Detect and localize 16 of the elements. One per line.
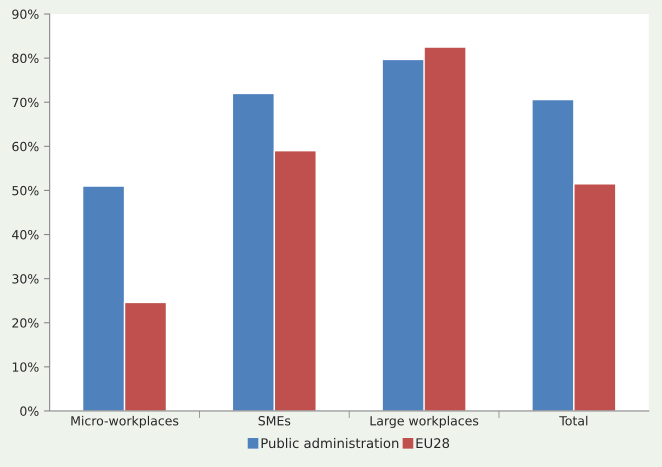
y-tick-label: 50% [12, 186, 39, 196]
y-tick-label: 70% [12, 98, 39, 108]
y-tick-label: 40% [12, 230, 39, 240]
x-tick-label: Large workplaces [370, 416, 478, 428]
y-tick-label: 0% [20, 406, 39, 416]
legend-label: EU28 [416, 438, 450, 448]
x-tick-label: Total [559, 416, 588, 426]
x-tick-label: Micro-workplaces [71, 416, 178, 428]
legend-label: Public administration [262, 438, 398, 448]
x-tick-label: SMEs [258, 416, 290, 426]
y-tick-label: 20% [12, 318, 39, 328]
y-tick-label: 30% [12, 274, 39, 284]
y-tick-label: 60% [12, 142, 39, 152]
y-tick-label: 90% [12, 9, 39, 19]
y-tick-label: 80% [12, 54, 39, 64]
y-tick-label: 10% [12, 362, 39, 372]
